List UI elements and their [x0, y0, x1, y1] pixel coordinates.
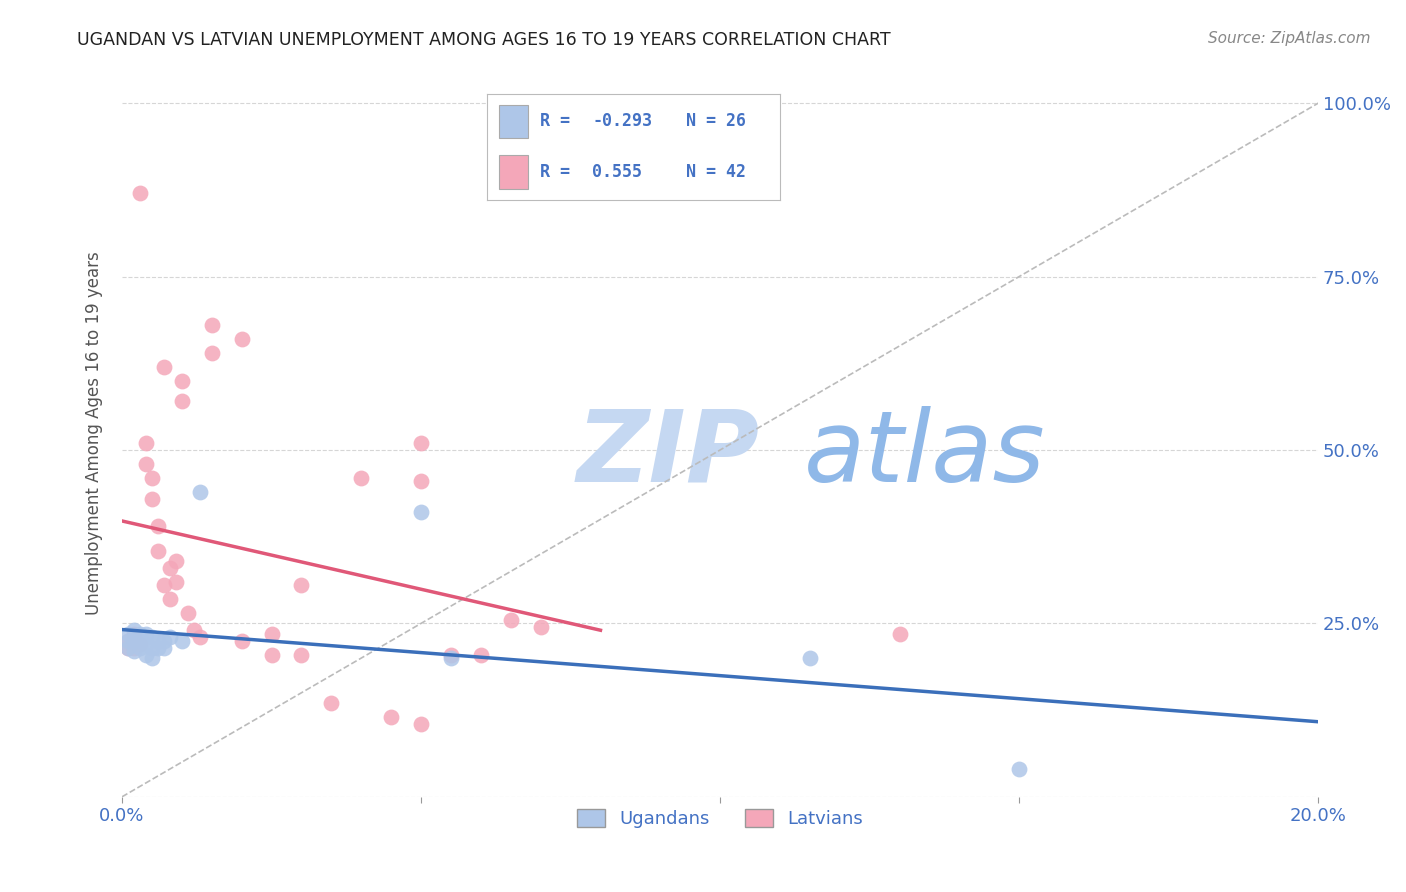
Point	[135, 436, 157, 450]
Point	[170, 374, 193, 388]
Point	[146, 640, 169, 655]
Point	[135, 457, 157, 471]
Point	[153, 578, 176, 592]
Point	[141, 640, 163, 655]
Point	[141, 651, 163, 665]
Point	[260, 627, 283, 641]
Point	[117, 640, 139, 655]
Point	[188, 484, 211, 499]
Point	[135, 637, 157, 651]
Point	[117, 633, 139, 648]
Point	[530, 620, 553, 634]
Text: ZIP: ZIP	[576, 406, 759, 503]
Point	[321, 696, 343, 710]
Y-axis label: Unemployment Among Ages 16 to 19 years: Unemployment Among Ages 16 to 19 years	[86, 251, 103, 615]
Point	[170, 394, 193, 409]
Point	[135, 648, 157, 662]
Text: atlas: atlas	[804, 406, 1046, 503]
Legend: Ugandans, Latvians: Ugandans, Latvians	[571, 801, 870, 835]
Point	[260, 648, 283, 662]
Point	[153, 633, 176, 648]
Point	[122, 633, 145, 648]
Point	[380, 710, 402, 724]
Point	[201, 318, 224, 333]
Point	[409, 436, 432, 450]
Point	[470, 648, 492, 662]
Point	[117, 633, 139, 648]
Point	[129, 186, 152, 201]
Point	[146, 633, 169, 648]
Point	[188, 630, 211, 644]
Point	[290, 648, 312, 662]
Point	[440, 648, 463, 662]
Point	[409, 505, 432, 519]
Point	[1008, 762, 1031, 776]
Point	[153, 640, 176, 655]
Point	[122, 644, 145, 658]
Point	[135, 627, 157, 641]
Point	[409, 717, 432, 731]
Point	[129, 627, 152, 641]
Point	[177, 606, 200, 620]
Point	[129, 633, 152, 648]
Point	[141, 491, 163, 506]
Point	[146, 543, 169, 558]
Point	[122, 627, 145, 641]
Point	[165, 554, 187, 568]
Text: Source: ZipAtlas.com: Source: ZipAtlas.com	[1208, 31, 1371, 46]
Point	[409, 474, 432, 488]
Point	[499, 613, 522, 627]
Point	[799, 651, 821, 665]
Point	[231, 633, 253, 648]
Point	[183, 624, 205, 638]
Point	[889, 627, 911, 641]
Point	[141, 471, 163, 485]
Point	[122, 624, 145, 638]
Point	[129, 637, 152, 651]
Point	[350, 471, 373, 485]
Point	[129, 640, 152, 655]
Point	[153, 359, 176, 374]
Point	[170, 633, 193, 648]
Point	[165, 574, 187, 589]
Point	[141, 630, 163, 644]
Point	[159, 630, 181, 644]
Point	[122, 640, 145, 655]
Point	[159, 592, 181, 607]
Point	[201, 346, 224, 360]
Point	[159, 561, 181, 575]
Point	[290, 578, 312, 592]
Point	[231, 332, 253, 346]
Point	[146, 519, 169, 533]
Text: UGANDAN VS LATVIAN UNEMPLOYMENT AMONG AGES 16 TO 19 YEARS CORRELATION CHART: UGANDAN VS LATVIAN UNEMPLOYMENT AMONG AG…	[77, 31, 891, 49]
Point	[117, 627, 139, 641]
Point	[440, 651, 463, 665]
Point	[117, 640, 139, 655]
